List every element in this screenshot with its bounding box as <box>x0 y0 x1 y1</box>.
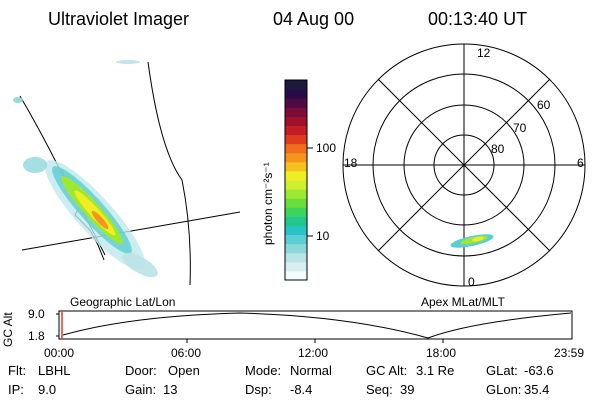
mlt-label-12: 12 <box>477 46 491 60</box>
aurora-emission-geo <box>13 60 158 278</box>
colorbar-swatch <box>285 89 307 99</box>
colorbar-swatch <box>285 207 307 217</box>
colorbar-swatch <box>285 125 307 136</box>
info-ip-label: IP: <box>8 382 24 397</box>
timeline-xtick-2359: 23:59 <box>554 346 585 360</box>
info-gain-value: 13 <box>163 382 178 397</box>
colorbar-swatch <box>285 134 307 145</box>
info-gcalt-value: 3.1 Re <box>416 363 455 378</box>
colorbar-swatch <box>285 189 307 199</box>
timeline-xtick-0000: 00:00 <box>44 346 75 360</box>
altitude-timeline <box>56 310 573 343</box>
colorbar-swatch <box>285 161 307 172</box>
info-door-value: Open <box>168 363 200 378</box>
colorbar-swatch <box>285 252 307 263</box>
aurora-emission-polar <box>450 234 494 248</box>
colorbar-swatch <box>285 152 307 163</box>
info-dsp-value: -8.4 <box>290 382 313 397</box>
lat-label-60: 60 <box>537 98 551 112</box>
colorbar-swatch <box>285 261 307 272</box>
instrument-title: Ultraviolet Imager <box>48 9 190 29</box>
info-gcalt-label: GC Alt: <box>366 363 408 378</box>
lat-label-70: 70 <box>513 121 527 135</box>
colorbar-tick-100: 100 <box>316 141 337 155</box>
apex-panel-label: Apex MLat/MLT <box>421 295 505 309</box>
date-label: 04 Aug 00 <box>273 9 355 29</box>
colorbar-swatch <box>285 270 307 281</box>
timeline-ytick-1: 1.8 <box>28 329 45 343</box>
timeline-ytick-9: 9.0 <box>28 307 45 321</box>
info-gain-label: Gain: <box>125 382 157 397</box>
info-flt-value: LBHL <box>38 363 71 378</box>
info-seq-label: Seq: <box>366 382 393 397</box>
colorbar-tick-10: 10 <box>316 229 330 243</box>
info-mode-label: Mode: <box>245 363 282 378</box>
mlt-label-0: 0 <box>468 275 475 289</box>
colorbar-swatch <box>285 107 307 117</box>
info-mode-value: Normal <box>290 363 332 378</box>
colorbar-swatch <box>285 80 307 90</box>
mlt-label-6: 6 <box>577 156 584 170</box>
info-ip-value: 9.0 <box>38 382 57 397</box>
timeline-xtick-0600: 06:00 <box>171 346 202 360</box>
info-glat-label: GLat: <box>486 363 518 378</box>
colorbar-swatch <box>285 170 307 181</box>
colorbar-swatch <box>285 216 307 226</box>
timeline-ylabel: GC Alt <box>1 312 15 347</box>
info-dsp-label: Dsp: <box>245 382 272 397</box>
colorbar-swatch <box>285 198 307 208</box>
colorbar-swatch <box>285 234 307 245</box>
lat-label-80: 80 <box>491 142 505 156</box>
timeline-xtick-1800: 18:00 <box>426 346 457 360</box>
geographic-panel-label: Geographic Lat/Lon <box>70 295 176 309</box>
colorbar <box>285 80 307 281</box>
colorbar-swatch <box>285 116 307 126</box>
colorbar-swatch <box>285 98 307 108</box>
colorbar-swatch <box>285 225 307 236</box>
info-glon-label: GLon: <box>486 382 522 397</box>
info-glat-value: -63.6 <box>524 363 554 378</box>
timeline-xtick-1200: 12:00 <box>298 346 329 360</box>
mlt-label-18: 18 <box>344 156 358 170</box>
colorbar-swatch <box>285 243 307 254</box>
info-glon-value: 35.4 <box>524 382 550 397</box>
colorbar-unit-label: photon cm⁻²s⁻¹ <box>261 162 275 245</box>
info-seq-value: 39 <box>400 382 415 397</box>
polar-plot <box>342 43 586 287</box>
info-flt-label: Flt: <box>8 363 27 378</box>
colorbar-swatch <box>285 143 307 154</box>
info-door-label: Door: <box>125 363 157 378</box>
colorbar-swatch <box>285 180 307 190</box>
time-label: 00:13:40 UT <box>428 9 528 29</box>
